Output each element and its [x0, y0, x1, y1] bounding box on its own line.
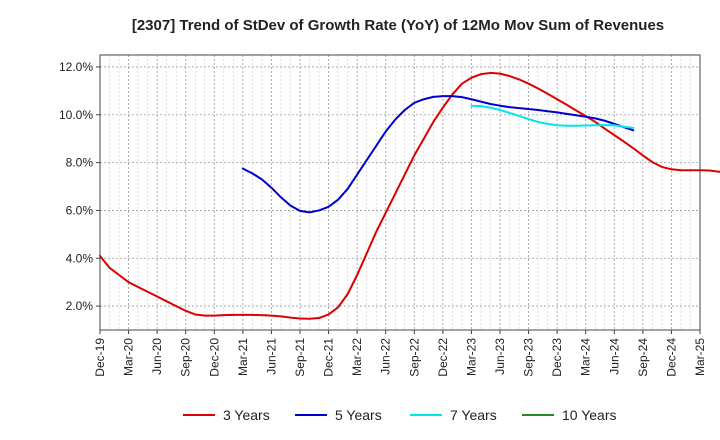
x-tick-label: Sep-21	[293, 338, 307, 377]
x-tick-label: Mar-23	[464, 338, 478, 376]
grid-lines	[100, 55, 700, 330]
plot-frame	[100, 55, 700, 330]
y-tick-label: 10.0%	[59, 108, 93, 122]
series-line-3-years	[100, 73, 720, 319]
x-tick-label: Jun-21	[264, 338, 278, 375]
x-tick-label: Dec-23	[550, 338, 564, 377]
y-tick-label: 4.0%	[66, 251, 94, 265]
y-tick-label: 2.0%	[66, 299, 94, 313]
legend-label-7-years: 7 Years	[450, 407, 497, 423]
y-axis: 2.0% 4.0% 6.0% 8.0% 10.0% 12.0%	[59, 60, 100, 313]
x-tick-label: Dec-24	[664, 338, 678, 377]
chart-container: [2307] Trend of StDev of Growth Rate (Yo…	[0, 0, 720, 440]
x-tick-label: Dec-22	[436, 338, 450, 377]
x-tick-label: Mar-21	[236, 338, 250, 376]
legend-label-3-years: 3 Years	[223, 407, 270, 423]
x-tick-label: Jun-22	[379, 338, 393, 375]
series-line-7-years	[471, 106, 633, 128]
x-tick-label: Jun-20	[150, 338, 164, 375]
x-tick-label: Jun-24	[607, 338, 621, 375]
x-tick-label: Sep-20	[179, 338, 193, 377]
x-tick-label: Mar-24	[579, 338, 593, 376]
series-layer	[100, 73, 720, 319]
x-tick-label: Dec-19	[93, 338, 107, 377]
legend: 3 Years 5 Years 7 Years 10 Years	[183, 407, 617, 423]
x-tick-label: Jun-23	[493, 338, 507, 375]
x-tick-label: Sep-24	[636, 338, 650, 377]
x-axis: Dec-19 Mar-20 Jun-20 Sep-20 Dec-20 Mar-21 Jun-…	[93, 330, 707, 377]
y-tick-label: 12.0%	[59, 60, 93, 74]
x-tick-label: Dec-21	[322, 338, 336, 377]
line-chart: [2307] Trend of StDev of Growth Rate (Yo…	[0, 0, 720, 440]
chart-title: [2307] Trend of StDev of Growth Rate (Yo…	[132, 17, 664, 34]
legend-label-10-years: 10 Years	[562, 407, 617, 423]
x-tick-label: Mar-20	[122, 338, 136, 376]
x-tick-label: Mar-22	[350, 338, 364, 376]
legend-label-5-years: 5 Years	[335, 407, 382, 423]
x-tick-label: Mar-25	[693, 338, 707, 376]
x-tick-label: Sep-23	[522, 338, 536, 377]
y-tick-label: 6.0%	[66, 203, 94, 217]
x-tick-label: Dec-20	[207, 338, 221, 377]
x-tick-label: Sep-22	[407, 338, 421, 377]
y-tick-label: 8.0%	[66, 156, 94, 170]
